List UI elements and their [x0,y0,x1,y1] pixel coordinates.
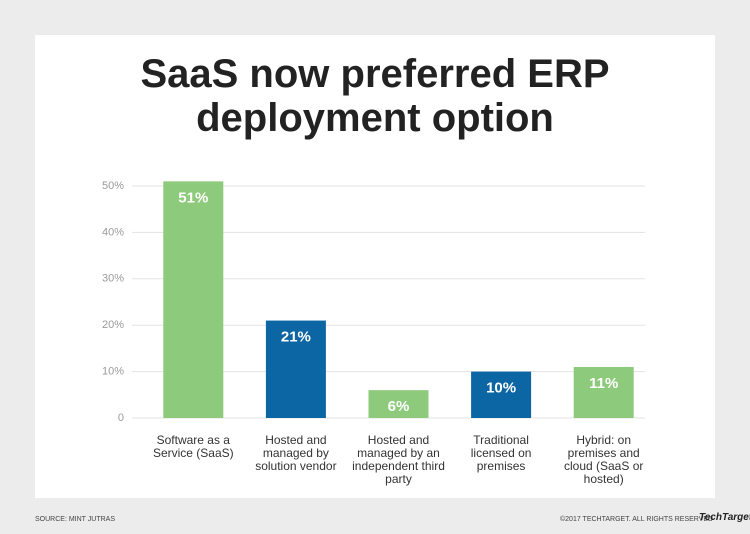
y-tick-label: 20% [102,319,124,331]
brand-logo: TechTarget [699,512,750,523]
panel [35,35,715,498]
x-tick-label: Traditional licensed on premises [470,433,532,473]
bar [265,320,326,418]
x-tick-label: Software as a Service (SaaS) [152,433,234,460]
value-label: 10% [486,380,516,397]
x-tick-label: Hybrid: on premises and cloud (SaaS or h… [563,433,644,486]
y-tick-label: 0 [118,412,124,424]
copyright: ©2017 TECHTARGET. ALL RIGHTS RESERVED [560,516,714,523]
bar [368,390,429,418]
bar [573,366,634,418]
x-tick-label: Hosted and managed by solution vendor [255,433,337,473]
y-tick-label: 40% [102,226,124,238]
y-tick-label: 30% [102,273,124,285]
bar [163,181,224,418]
value-label: 11% [589,375,618,392]
value-label: 6% [388,398,410,415]
chart-title: SaaS now preferred ERP deployment option [140,52,610,140]
value-label: 21% [281,329,311,346]
bar [471,371,532,418]
source: SOURCE: MINT JUTRAS [35,516,115,523]
x-tick-label: Hosted and managed by an independent thi… [352,433,445,486]
value-label: 51% [178,189,208,206]
y-tick-label: 10% [102,366,124,378]
y-tick-label: 50% [102,180,124,192]
